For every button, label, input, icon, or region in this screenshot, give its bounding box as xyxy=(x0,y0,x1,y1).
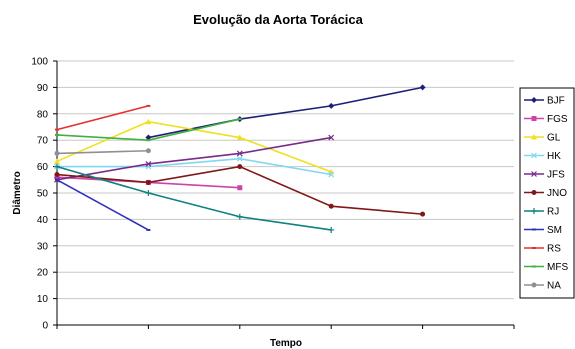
y-tick-label: 10 xyxy=(37,294,49,305)
data-point xyxy=(531,208,537,214)
data-point xyxy=(146,139,151,142)
data-point xyxy=(328,226,335,233)
legend-item-na: NA xyxy=(524,281,561,292)
legend-label: JFS xyxy=(547,170,565,181)
y-tick-label: 20 xyxy=(37,268,49,279)
legend-item-jfs: JFS xyxy=(524,170,565,181)
y-axis-ticks: 0 10 20 30 40 50 60 70 80 90 100 xyxy=(31,57,57,332)
legend-label: GL xyxy=(547,133,561,144)
y-tick-label: 60 xyxy=(37,162,49,173)
y-tick-label: 70 xyxy=(37,136,49,147)
data-point xyxy=(419,84,426,91)
y-tick-label: 30 xyxy=(37,241,49,252)
legend-label: FGS xyxy=(547,114,568,125)
data-point xyxy=(237,164,243,170)
series-line xyxy=(56,136,332,181)
data-point xyxy=(54,172,60,178)
legend-label: NA xyxy=(547,281,561,292)
series-rs xyxy=(55,104,151,131)
data-point xyxy=(328,171,335,178)
legend-item-gl: GL xyxy=(524,133,561,144)
series-line xyxy=(148,86,423,139)
series-line xyxy=(56,165,332,231)
data-point xyxy=(237,185,243,191)
y-tick-label: 90 xyxy=(37,83,49,94)
data-point xyxy=(145,148,151,154)
data-point xyxy=(145,118,152,125)
x-axis-label: Tempo xyxy=(270,338,302,349)
legend-label: SM xyxy=(547,225,562,236)
data-point xyxy=(532,228,536,231)
legend-item-mfs: MFS xyxy=(524,262,568,273)
legend: BJF FGS GL HK JFS JNO RJ SM RS MFS NA xyxy=(524,96,568,292)
data-point xyxy=(55,128,59,131)
legend-label: RS xyxy=(547,244,561,255)
y-tick-label: 50 xyxy=(37,189,49,200)
legend-item-hk: HK xyxy=(524,151,561,162)
legend-label: JNO xyxy=(547,188,567,199)
legend-item-rs: RS xyxy=(524,244,561,255)
data-point xyxy=(531,134,537,140)
legend-item-sm: SM xyxy=(524,225,562,236)
series-group xyxy=(54,84,426,233)
series-na xyxy=(54,148,151,156)
series-line xyxy=(56,149,149,155)
data-point xyxy=(236,134,243,141)
data-point xyxy=(532,247,536,249)
data-point xyxy=(146,228,151,231)
data-point xyxy=(531,152,537,159)
data-point xyxy=(531,190,537,195)
legend-item-fgs: FGS xyxy=(524,114,568,125)
legend-item-bjf: BJF xyxy=(524,96,565,107)
data-point xyxy=(55,133,59,136)
data-point xyxy=(55,178,59,181)
series-line xyxy=(56,179,149,231)
chart-title: Evolução da Aorta Torácica xyxy=(193,12,364,27)
legend-label: HK xyxy=(547,151,561,162)
data-point xyxy=(328,203,334,209)
data-point xyxy=(54,174,60,180)
series-sm xyxy=(55,178,151,231)
data-point xyxy=(145,161,152,167)
data-point xyxy=(145,190,152,196)
data-point xyxy=(237,118,242,121)
data-point xyxy=(328,134,335,141)
data-point xyxy=(236,155,243,162)
data-point xyxy=(54,163,60,170)
legend-label: MFS xyxy=(547,262,568,273)
legend-label: BJF xyxy=(547,96,565,107)
series-jfs xyxy=(54,134,335,183)
data-point xyxy=(146,104,151,107)
x-axis-ticks xyxy=(56,325,515,329)
series-rj xyxy=(54,163,335,233)
series-line xyxy=(56,105,149,131)
legend-label: RJ xyxy=(547,207,559,218)
y-axis-label: Diâmetro xyxy=(12,171,23,214)
y-tick-label: 80 xyxy=(37,109,49,120)
series-jno xyxy=(54,164,426,217)
data-point xyxy=(531,97,537,103)
y-tick-label: 100 xyxy=(31,57,48,68)
legend-item-rj: RJ xyxy=(524,207,559,218)
data-point xyxy=(328,102,335,109)
data-point xyxy=(236,213,243,220)
series-hk xyxy=(54,155,335,178)
data-point xyxy=(532,265,536,268)
data-point xyxy=(531,282,537,288)
data-point xyxy=(531,116,537,121)
y-tick-label: 40 xyxy=(37,215,49,226)
data-point xyxy=(236,150,243,157)
data-point xyxy=(54,150,60,156)
legend-item-jno: JNO xyxy=(524,188,567,199)
data-point xyxy=(54,158,60,164)
series-mfs xyxy=(55,118,242,142)
series-line xyxy=(57,157,332,176)
data-point xyxy=(420,211,426,217)
data-point xyxy=(145,179,151,185)
y-tick-label: 0 xyxy=(42,321,48,332)
data-point xyxy=(531,171,537,177)
